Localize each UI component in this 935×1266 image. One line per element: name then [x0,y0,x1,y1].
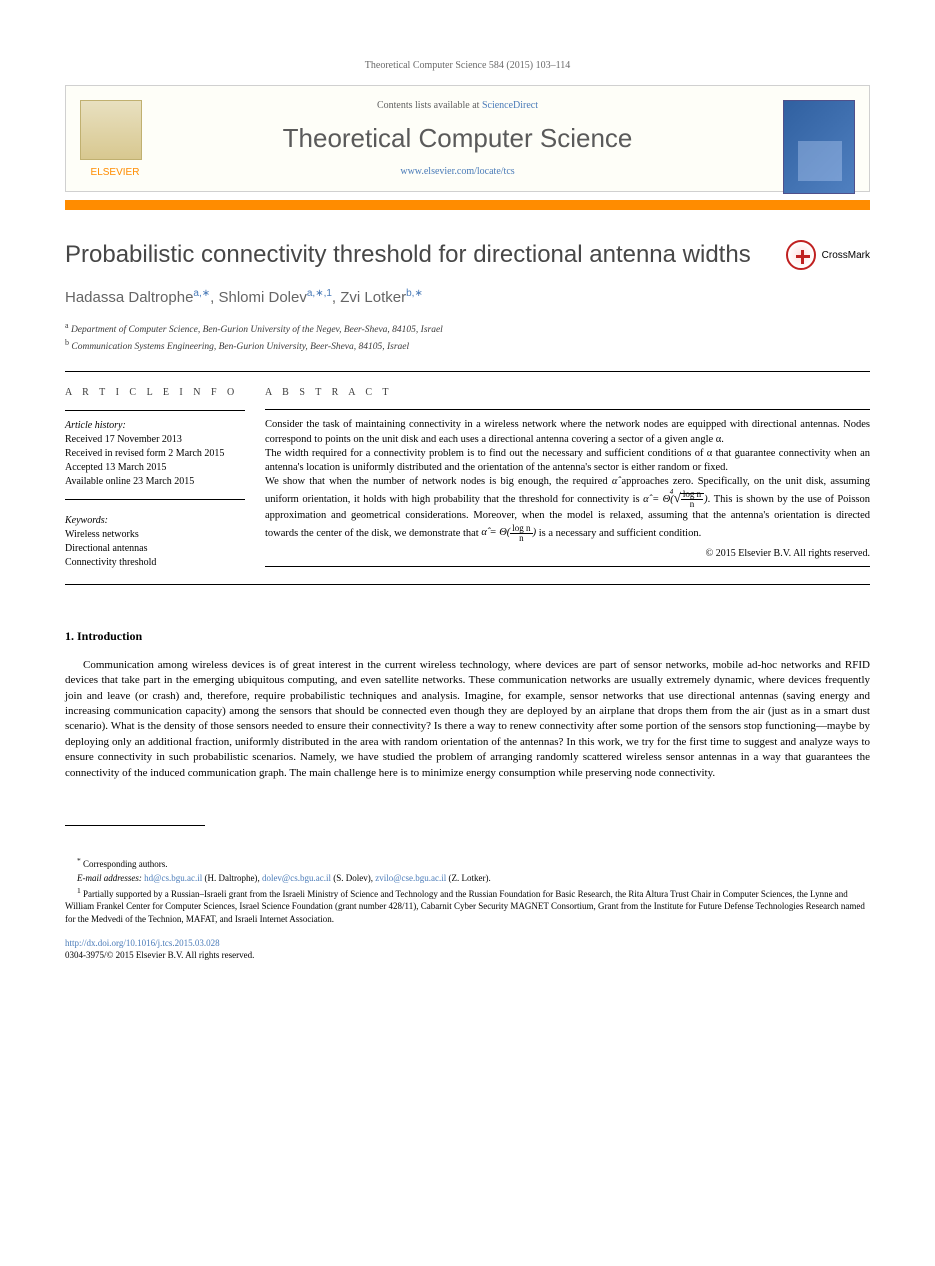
keyword: Wireless networks [65,528,245,542]
abstract-copyright: © 2015 Elsevier B.V. All rights reserved… [265,547,870,561]
journal-banner: ELSEVIER Contents lists available at Sci… [65,85,870,192]
author-name[interactable]: Hadassa Daltrophe [65,289,193,306]
email-link[interactable]: dolev@cs.bgu.ac.il [262,873,331,883]
email-who: (H. Daltrophe) [204,873,257,883]
footnote-emails: E-mail addresses: hd@cs.bgu.ac.il (H. Da… [65,872,870,884]
footnotes: * Corresponding authors. E-mail addresse… [65,856,870,925]
keyword: Connectivity threshold [65,556,245,570]
issn-line: 0304-3975/© 2015 Elsevier B.V. All right… [65,949,870,961]
email-who: (S. Dolev) [333,873,371,883]
affiliation: a Department of Computer Science, Ben-Gu… [65,320,870,337]
author-sup[interactable]: a,∗ [193,288,210,299]
crossmark-icon [786,240,816,270]
keywords-heading: Keywords: [65,514,245,528]
math-frac: log nn [681,490,703,509]
crossmark-label: CrossMark [822,250,870,261]
section-heading: 1. Introduction [65,629,870,644]
fn-text: Partially supported by a Russian–Israeli… [65,889,865,923]
frac-den: n [510,534,532,543]
history-line: Accepted 13 March 2015 [65,461,245,475]
math-formula: α̂ = Θ(log nn) [481,527,536,538]
history-line: Received in revised form 2 March 2015 [65,447,245,461]
fn-text: Corresponding authors. [83,859,168,869]
rule [65,499,245,500]
author-sup[interactable]: a,∗,1 [307,288,332,299]
sciencedirect-link[interactable]: ScienceDirect [482,100,538,111]
author-name[interactable]: Shlomi Dolev [218,289,306,306]
abstract-text: is a necessary and sufficient condition. [536,527,701,538]
rule [265,566,870,567]
accent-bar [65,200,870,210]
rule [65,410,245,411]
email-label: E-mail addresses: [77,873,142,883]
footnote-funding: 1 Partially supported by a Russian–Israe… [65,886,870,924]
footnote-rule [65,825,205,826]
email-who: (Z. Lotker). [448,873,490,883]
affiliation-text: Communication Systems Engineering, Ben-G… [71,343,409,353]
article-title: Probabilistic connectivity threshold for… [65,240,766,270]
abstract-heading: A B S T R A C T [265,386,870,400]
affiliation: b Communication Systems Engineering, Ben… [65,337,870,354]
abstract-para: We show that when the number of network … [265,475,870,542]
contents-available: Contents lists available at ScienceDirec… [166,100,749,111]
page-header: Theoretical Computer Science 584 (2015) … [65,60,870,71]
doi-link[interactable]: http://dx.doi.org/10.1016/j.tcs.2015.03.… [65,938,220,948]
abstract-text: We show that when the number of network … [265,476,612,487]
author-sup[interactable]: b,∗ [406,288,423,299]
affiliation-text: Department of Computer Science, Ben-Guri… [71,325,443,335]
tree-icon [80,100,142,160]
math-root: 4√log nn [674,489,704,509]
math-frac: log nn [510,524,532,543]
contents-prefix: Contents lists available at [377,100,482,111]
keyword: Directional antennas [65,542,245,556]
publisher-name: ELSEVIER [80,167,150,178]
affiliation-sup: a [65,321,69,330]
article-info: A R T I C L E I N F O Article history: R… [65,386,265,570]
email-link[interactable]: hd@cs.bgu.ac.il [144,873,202,883]
info-heading: A R T I C L E I N F O [65,386,245,400]
author-list: Hadassa Daltrophea,∗, Shlomi Doleva,∗,1,… [65,288,870,306]
journal-homepage-link[interactable]: www.elsevier.com/locate/tcs [166,166,749,177]
email-link[interactable]: zvilo@cse.bgu.ac.il [375,873,446,883]
journal-cover-thumb[interactable] [783,100,855,194]
math-formula: α̂ = Θ(4√log nn) [643,494,708,505]
intro-paragraph: Communication among wireless devices is … [65,658,870,781]
abstract-para: Consider the task of maintaining connect… [265,418,870,446]
abstract-para: The width required for a connectivity pr… [265,447,870,475]
rule-bottom [65,584,870,585]
rule [265,409,870,410]
history-line: Received 17 November 2013 [65,433,245,447]
footer: http://dx.doi.org/10.1016/j.tcs.2015.03.… [65,937,870,961]
frac-den: n [681,500,703,509]
elsevier-logo[interactable]: ELSEVIER [80,100,150,178]
affiliations: a Department of Computer Science, Ben-Gu… [65,320,870,355]
footnote-corresponding: * Corresponding authors. [65,856,870,870]
history-line: Available online 23 March 2015 [65,475,245,489]
affiliation-sup: b [65,338,69,347]
author-name[interactable]: Zvi Lotker [340,289,406,306]
rule-top [65,371,870,372]
root-degree: 4 [670,488,674,497]
intro-body: Communication among wireless devices is … [65,658,870,781]
history-heading: Article history: [65,419,245,433]
math-prefix: α̂ = Θ( [481,527,510,538]
abstract: A B S T R A C T Consider the task of mai… [265,386,870,570]
crossmark-badge[interactable]: CrossMark [786,240,870,270]
journal-title: Theoretical Computer Science [166,123,749,154]
